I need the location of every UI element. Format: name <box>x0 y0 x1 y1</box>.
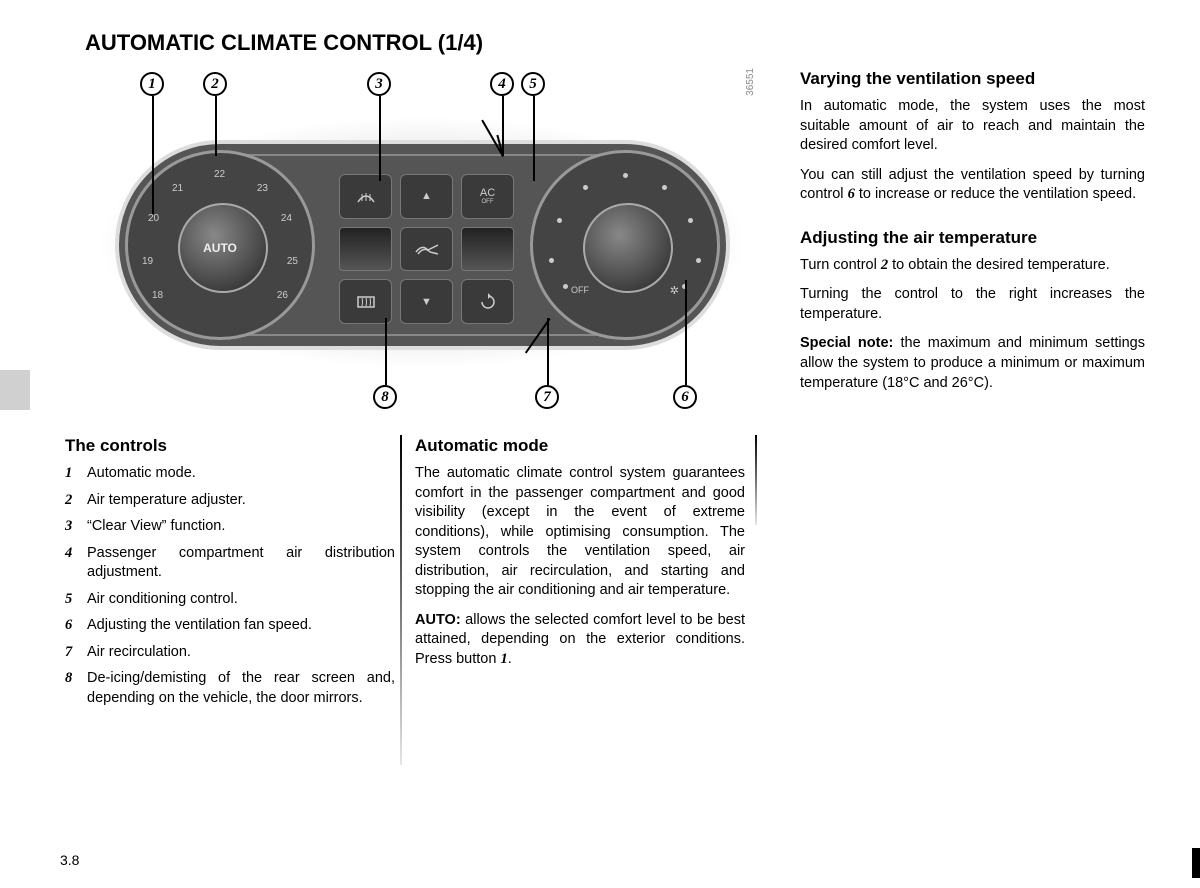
control-panel: AUTO 18 19 20 21 22 23 24 25 26 OFF ✲ <box>115 140 730 350</box>
climate-control-diagram: AUTO 18 19 20 21 22 23 24 25 26 OFF ✲ <box>85 60 760 420</box>
temp-23: 23 <box>257 183 268 194</box>
fan-icon: ✲ <box>670 284 679 297</box>
auto-paragraph: AUTO: allows the selected comfort level … <box>415 611 745 670</box>
temp-25: 25 <box>287 256 298 267</box>
auto-heading: Automatic mode <box>415 435 745 458</box>
callout-4: 4 <box>490 72 514 96</box>
ac-off-button: ACOFF <box>461 174 514 219</box>
arrow-down-button: ▼ <box>400 279 453 324</box>
control-item: 2Air temperature adjuster. <box>65 491 395 511</box>
column-divider <box>755 435 757 525</box>
auto-paragraph: The automatic climate control system gua… <box>415 464 745 601</box>
page-title: AUTOMATIC CLIMATE CONTROL (1/4) <box>85 30 483 56</box>
page-number: 3.8 <box>60 852 79 868</box>
temp-18: 18 <box>152 290 163 301</box>
arrow-up-button: ▲ <box>400 174 453 219</box>
controls-section: The controls 1Automatic mode. 2Air tempe… <box>65 435 395 716</box>
automatic-mode-section: Automatic mode The automatic climate con… <box>415 435 745 680</box>
callout-2: 2 <box>203 72 227 96</box>
temp-paragraph: Special note: the maximum and minimum se… <box>800 334 1145 393</box>
callout-1: 1 <box>140 72 164 96</box>
vent-paragraph: You can still adjust the ventilation spe… <box>800 166 1145 205</box>
button-grid: ▲ ACOFF ▼ <box>339 174 514 324</box>
temp-paragraph: Turning the control to the right increas… <box>800 285 1145 324</box>
temp-24: 24 <box>281 213 292 224</box>
control-item: 4Passenger compartment air distribution … <box>65 544 395 583</box>
temp-paragraph: Turn control 2 to obtain the desired tem… <box>800 256 1145 276</box>
ventilation-heading: Varying the ventilation speed <box>800 68 1145 91</box>
control-item: 1Automatic mode. <box>65 464 395 484</box>
callout-8: 8 <box>373 385 397 409</box>
fan-speed-dial: OFF ✲ <box>530 150 720 340</box>
controls-heading: The controls <box>65 435 395 458</box>
page-tab-grey <box>0 370 30 410</box>
temperature-heading: Adjusting the air temperature <box>800 227 1145 250</box>
temp-21: 21 <box>172 183 183 194</box>
callout-7: 7 <box>535 385 559 409</box>
controls-list: 1Automatic mode. 2Air temperature adjust… <box>65 464 395 709</box>
temp-26: 26 <box>277 290 288 301</box>
vent-slot-left <box>339 227 392 272</box>
air-flow-button <box>400 227 453 272</box>
control-item: 5Air conditioning control. <box>65 590 395 610</box>
vent-paragraph: In automatic mode, the system uses the m… <box>800 97 1145 156</box>
callout-5: 5 <box>521 72 545 96</box>
control-item: 6Adjusting the ventilation fan speed. <box>65 616 395 636</box>
temp-19: 19 <box>142 256 153 267</box>
column-divider <box>400 435 402 765</box>
auto-label: AUTO <box>128 241 312 255</box>
off-label: OFF <box>571 285 589 295</box>
control-item: 7Air recirculation. <box>65 643 395 663</box>
page-tab-black <box>1192 848 1200 878</box>
defrost-max-button <box>339 174 392 219</box>
fan-knob <box>583 203 673 293</box>
callout-3: 3 <box>367 72 391 96</box>
recirculate-button <box>461 279 514 324</box>
control-item: 3“Clear View” function. <box>65 517 395 537</box>
vent-slot-right <box>461 227 514 272</box>
right-column: Varying the ventilation speed In automat… <box>800 68 1145 403</box>
control-item: 8De-icing/demisting of the rear screen a… <box>65 669 395 708</box>
callout-6: 6 <box>673 385 697 409</box>
temp-20: 20 <box>148 213 159 224</box>
temp-22: 22 <box>214 169 225 180</box>
